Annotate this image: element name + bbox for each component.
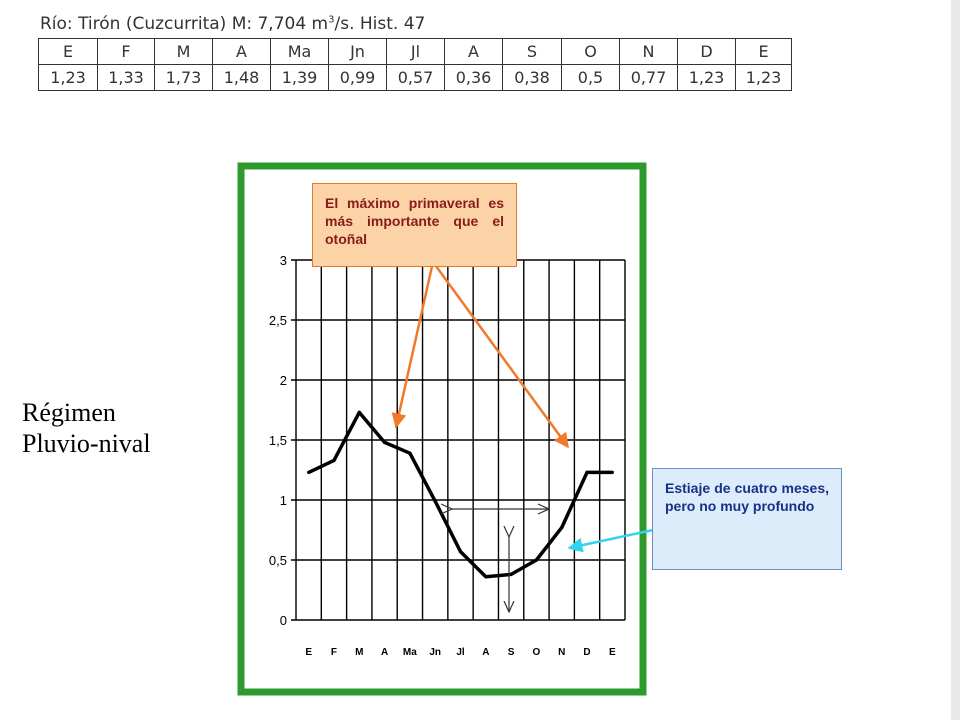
- regime-label-line2: Pluvio-nival: [22, 429, 151, 458]
- month-header-cell: F: [97, 38, 155, 65]
- x-tick-label: Jl: [456, 647, 465, 658]
- flow-value-cell: 0,38: [502, 64, 562, 91]
- data-point: [307, 470, 311, 474]
- x-tick-label: Ma: [403, 647, 417, 658]
- y-tick-label: 2: [280, 373, 287, 388]
- data-point: [585, 470, 589, 474]
- x-tick-label: S: [508, 647, 515, 658]
- flow-value-cell: 1,23: [38, 64, 98, 91]
- data-point: [382, 440, 387, 444]
- series-group: [307, 410, 614, 579]
- data-point: [433, 499, 437, 503]
- data-point: [332, 458, 336, 462]
- flow-value-cell: 1,33: [97, 64, 155, 91]
- x-tick-label: A: [482, 647, 489, 658]
- data-point: [509, 572, 513, 577]
- flow-value-cell: 1,48: [212, 64, 271, 91]
- annotation-spring-max: El máximo primaveral es más importante q…: [312, 183, 517, 267]
- flow-value-cell: 0,5: [561, 64, 620, 91]
- x-tick-label: A: [381, 647, 388, 658]
- y-tick-label: 0: [280, 613, 287, 628]
- data-point: [458, 550, 463, 554]
- y-tick-labels: 0 0,5 1 1,5 2 2,5 3: [269, 253, 287, 628]
- x-tick-labels: E F M A Ma Jn Jl A S O N D E: [305, 647, 616, 658]
- flow-value-cell: 0,77: [619, 64, 678, 91]
- flow-value-cell: 0,36: [444, 64, 503, 91]
- x-tick-label: O: [533, 647, 541, 658]
- month-header-cell: A: [444, 38, 503, 65]
- flow-value-cell: 0,57: [386, 64, 445, 91]
- x-tick-label: E: [305, 647, 312, 658]
- data-point: [534, 558, 539, 562]
- data-point: [484, 575, 488, 579]
- month-header-cell: N: [619, 38, 678, 65]
- y-tick-label: 3: [280, 253, 287, 268]
- x-tick-label: E: [609, 647, 616, 658]
- month-header-cell: E: [735, 38, 792, 65]
- x-tick-label: F: [331, 647, 337, 658]
- cyan-arrow: [567, 528, 654, 553]
- regime-label-line1: Régimen: [22, 398, 116, 427]
- chart-grid: [291, 259, 626, 621]
- flow-value-cell: 1,23: [735, 64, 792, 91]
- flow-table: E F M A Ma Jn Jl A S O N D E 1,23 1,33 1,73 1,48 1,39 0,9…: [38, 38, 792, 91]
- flow-value-cell: 1,73: [154, 64, 213, 91]
- y-tick-label: 0,5: [269, 553, 287, 568]
- window-edge: [951, 0, 960, 720]
- y-tick-label: 2,5: [269, 313, 287, 328]
- data-point: [408, 451, 412, 455]
- x-tick-label: M: [355, 647, 363, 658]
- x-tick-label: N: [558, 647, 565, 658]
- regime-label: Régimen Pluvio-nival: [22, 397, 151, 459]
- flow-value-cell: 0,99: [328, 64, 387, 91]
- month-header-cell: Jl: [386, 38, 445, 65]
- data-point: [560, 526, 564, 530]
- x-tick-label: Jn: [429, 647, 441, 658]
- flow-value-cell: 1,39: [270, 64, 329, 91]
- orange-arrow-autumn: [431, 261, 570, 449]
- table-row-values: 1,23 1,33 1,73 1,48 1,39 0,99 0,57 0,36 0,38 0,5 0…: [38, 64, 792, 91]
- data-point: [357, 410, 361, 414]
- data-point: [610, 470, 614, 474]
- x-tick-label: D: [583, 647, 590, 658]
- table-row-months: E F M A Ma Jn Jl A S O N D E: [38, 38, 792, 65]
- annotation-low-water: Estiaje de cuatro meses, pero no muy pro…: [652, 468, 842, 570]
- orange-arrow-spring: [391, 261, 435, 429]
- y-tick-label: 1: [280, 493, 287, 508]
- y-tick-label: 1,5: [269, 433, 287, 448]
- page-title: Río: Tirón (Cuzcurrita) M: 7,704 m3/s. H…: [40, 14, 426, 34]
